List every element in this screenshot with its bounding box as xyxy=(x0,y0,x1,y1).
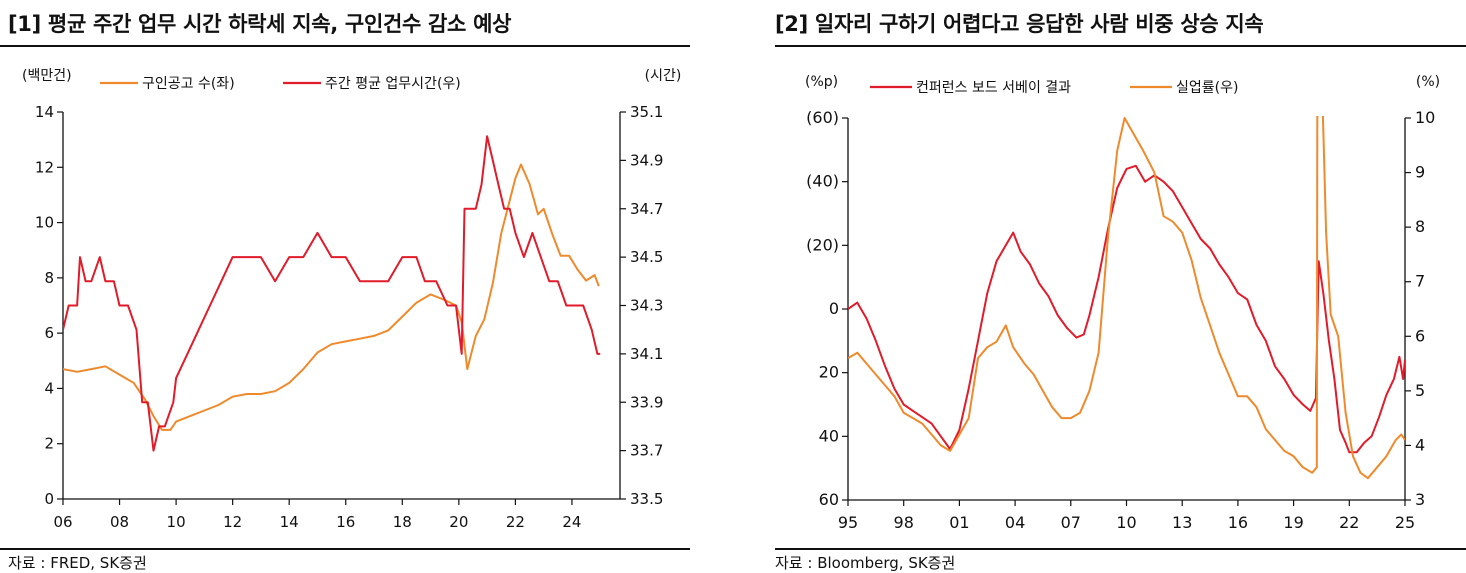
right-tick-label: 6 xyxy=(1415,326,1425,345)
right-tick-label: 4 xyxy=(1415,435,1425,454)
right-tick-label: 34.7 xyxy=(630,200,663,218)
left-axis-unit: (백만건) xyxy=(22,68,72,84)
x-tick-label: 14 xyxy=(280,513,299,531)
x-tick-label: 10 xyxy=(1116,513,1136,532)
top-rule xyxy=(0,45,690,47)
source-note: 자료 : Bloomberg, SK증권 xyxy=(775,554,956,572)
right-axis-unit: (%) xyxy=(1416,74,1440,90)
left-tick-label: (60) xyxy=(806,108,839,127)
x-tick-label: 01 xyxy=(949,513,969,532)
right-tick-label: 34.3 xyxy=(630,297,663,315)
chart-title: [2] 일자리 구하기 어렵다고 응답한 사람 비중 상승 지속 xyxy=(775,12,1264,36)
left-tick-label: 40 xyxy=(819,426,839,445)
x-tick-label: 16 xyxy=(336,513,355,531)
right-tick-label: 34.5 xyxy=(630,248,663,266)
right-tick-label: 9 xyxy=(1415,163,1425,182)
chart-panel-2: [2] 일자리 구하기 어렵다고 응답한 사람 비중 상승 지속 (60) (40… xyxy=(775,0,1466,573)
x-tick-label: 22 xyxy=(1339,513,1359,532)
left-tick-label: 6 xyxy=(44,324,54,342)
left-tick-label: 14 xyxy=(35,103,54,121)
x-tick-label: 16 xyxy=(1228,513,1248,532)
legend-label: 구인공고 수(좌) xyxy=(142,76,235,92)
left-tick-label: 2 xyxy=(44,435,54,453)
x-tick-label: 08 xyxy=(110,513,129,531)
x-tick-label: 12 xyxy=(223,513,242,531)
right-tick-label: 34.9 xyxy=(630,151,663,169)
right-tick-label: 3 xyxy=(1415,490,1425,509)
x-tick-label: 25 xyxy=(1395,513,1415,532)
x-tick-label: 04 xyxy=(1005,513,1025,532)
left-tick-label: 4 xyxy=(44,379,54,397)
left-tick-label: (20) xyxy=(806,235,839,254)
top-rule xyxy=(775,45,1466,47)
chart-1: 0246810121433.533.733.934.134.334.534.73… xyxy=(22,68,682,531)
x-tick-label: 22 xyxy=(506,513,525,531)
right-tick-label: 34.1 xyxy=(630,345,663,363)
chart-title: [1] 평균 주간 업무 시간 하락세 지속, 구인건수 감소 예상 xyxy=(8,12,512,36)
right-tick-label: 33.7 xyxy=(630,442,663,460)
left-tick-label: 12 xyxy=(35,158,54,176)
left-tick-label: 20 xyxy=(819,363,839,382)
right-tick-label: 8 xyxy=(1415,217,1425,236)
right-tick-label: 35.1 xyxy=(630,103,663,121)
x-tick-label: 07 xyxy=(1061,513,1081,532)
right-tick-label: 10 xyxy=(1415,108,1435,127)
right-tick-label: 5 xyxy=(1415,381,1425,400)
legend-label: 컨퍼런스 보드 서베이 결과 xyxy=(916,80,1071,96)
chart-2: (60) (40) (20) 0 20 40 60 3 4 5 6 7 8 9 10 95 98 01 04 07 10… xyxy=(805,74,1440,532)
series-line-1 xyxy=(848,164,1405,454)
left-tick-label: (40) xyxy=(806,172,839,191)
x-tick-label: 98 xyxy=(894,513,914,532)
right-tick-label: 7 xyxy=(1415,272,1425,291)
left-tick-label: 60 xyxy=(819,490,839,509)
source-note: 자료 : FRED, SK증권 xyxy=(8,554,147,572)
bottom-rule xyxy=(0,548,690,550)
x-tick-label: 20 xyxy=(449,513,468,531)
series-line-2 xyxy=(63,135,601,452)
right-tick-label: 33.9 xyxy=(630,393,663,411)
x-tick-label: 06 xyxy=(53,513,72,531)
x-tick-label: 10 xyxy=(167,513,186,531)
bottom-rule xyxy=(775,548,1466,550)
x-tick-label: 13 xyxy=(1172,513,1192,532)
left-tick-label: 0 xyxy=(829,299,839,318)
x-tick-label: 18 xyxy=(393,513,412,531)
right-tick-label: 33.5 xyxy=(630,490,663,508)
left-axis-unit: (%p) xyxy=(805,74,838,90)
x-tick-label: 24 xyxy=(562,513,581,531)
series-line-2 xyxy=(848,116,1405,480)
right-axis-unit: (시간) xyxy=(645,68,682,84)
legend-label: 주간 평균 업무시간(우) xyxy=(325,76,461,92)
left-tick-label: 0 xyxy=(44,490,54,508)
x-tick-label: 19 xyxy=(1283,513,1303,532)
left-tick-label: 10 xyxy=(35,214,54,232)
x-tick-label: 95 xyxy=(838,513,858,532)
series-line-1 xyxy=(63,163,600,431)
left-tick-label: 8 xyxy=(44,269,54,287)
legend-label: 실업률(우) xyxy=(1176,80,1238,96)
